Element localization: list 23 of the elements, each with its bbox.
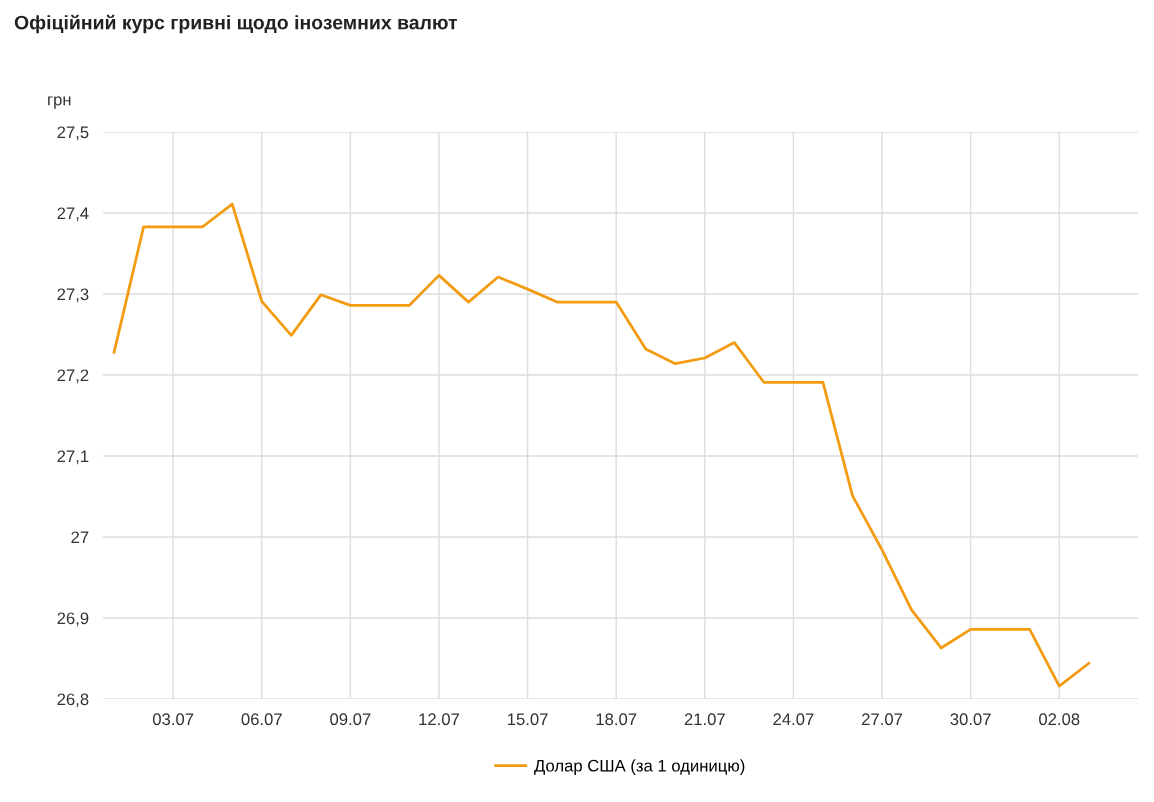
x-tick-label: 12.07 <box>419 713 459 726</box>
y-axis-title: грн <box>48 96 71 109</box>
y-tick-label: 27,1 <box>57 450 89 465</box>
y-tick-label: 27 <box>71 531 89 544</box>
x-tick-label: 27.07 <box>862 713 903 726</box>
y-tick-label: 26,9 <box>57 612 89 627</box>
x-tick-label: 02.08 <box>1039 713 1080 726</box>
legend-label: Долар США (за 1 одиницю) <box>534 759 745 775</box>
x-tick-label: 18.07 <box>596 713 637 726</box>
x-tick-label: 24.07 <box>773 713 814 726</box>
line-series <box>112 202 1091 688</box>
x-tick-label: 09.07 <box>330 713 371 726</box>
y-tick-label: 27,4 <box>57 207 89 222</box>
y-tick-label: 27,5 <box>57 126 89 141</box>
x-tick-label: 03.07 <box>152 713 194 726</box>
chart-title: Офіційний курс гривні щодо іноземних валют <box>14 14 458 34</box>
x-tick-label: 21.07 <box>684 713 725 726</box>
y-tick-label: 27,3 <box>57 288 89 303</box>
y-tick-label: 26,8 <box>57 693 89 708</box>
x-tick-label: 06.07 <box>241 713 282 726</box>
x-tick-label: 30.07 <box>950 713 991 726</box>
x-tick-label: 15.07 <box>508 713 548 726</box>
y-tick-label: 27,2 <box>57 369 89 384</box>
